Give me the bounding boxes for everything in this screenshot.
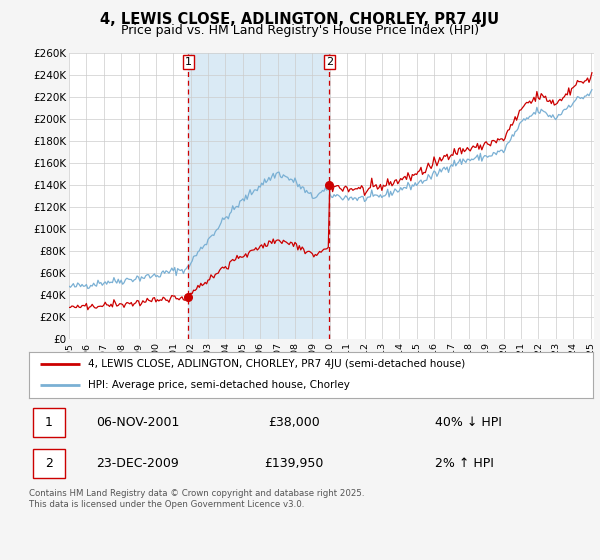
Text: 4, LEWIS CLOSE, ADLINGTON, CHORLEY, PR7 4JU (semi-detached house): 4, LEWIS CLOSE, ADLINGTON, CHORLEY, PR7 …: [88, 359, 465, 369]
Text: 4, LEWIS CLOSE, ADLINGTON, CHORLEY, PR7 4JU: 4, LEWIS CLOSE, ADLINGTON, CHORLEY, PR7 …: [100, 12, 500, 27]
FancyBboxPatch shape: [33, 408, 65, 437]
Text: 1: 1: [45, 416, 53, 429]
Text: Price paid vs. HM Land Registry's House Price Index (HPI): Price paid vs. HM Land Registry's House …: [121, 24, 479, 36]
Text: HPI: Average price, semi-detached house, Chorley: HPI: Average price, semi-detached house,…: [88, 380, 350, 390]
Text: £38,000: £38,000: [268, 416, 320, 429]
Text: 1: 1: [185, 57, 191, 67]
Text: 06-NOV-2001: 06-NOV-2001: [97, 416, 180, 429]
Text: 2: 2: [45, 457, 53, 470]
Bar: [188, 53, 329, 339]
Text: 23-DEC-2009: 23-DEC-2009: [97, 457, 179, 470]
Text: 40% ↓ HPI: 40% ↓ HPI: [435, 416, 502, 429]
Text: Contains HM Land Registry data © Crown copyright and database right 2025.
This d: Contains HM Land Registry data © Crown c…: [29, 489, 364, 509]
Text: 2% ↑ HPI: 2% ↑ HPI: [435, 457, 494, 470]
FancyBboxPatch shape: [33, 449, 65, 478]
Text: 2: 2: [326, 57, 333, 67]
Text: £139,950: £139,950: [264, 457, 323, 470]
